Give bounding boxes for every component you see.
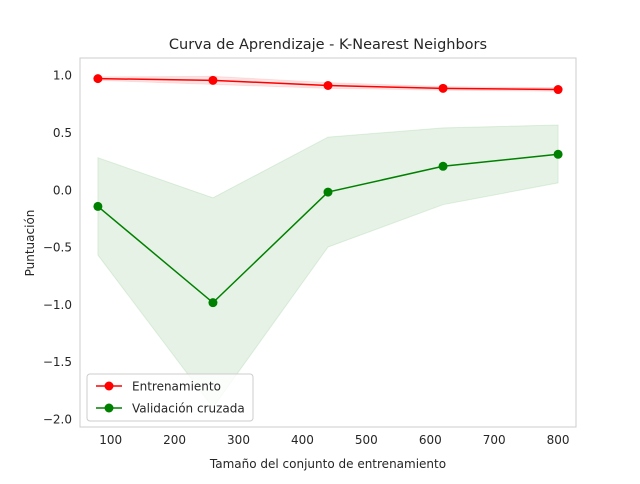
point-entrenamiento-800 (553, 85, 563, 95)
point-validacion-cruzada-440 (323, 187, 333, 197)
axes-frame (79, 57, 577, 428)
x-axis: 100 200 300 400 500 600 700 800 (99, 433, 569, 447)
point-entrenamiento-440 (323, 81, 333, 91)
point-validacion-cruzada-620 (438, 161, 448, 171)
band-validacion-cruzada (97, 124, 559, 409)
x-tick-label: 200 (163, 433, 186, 447)
legend-label-validacion: Validación cruzada (132, 402, 245, 416)
x-tick-label: 700 (483, 433, 506, 447)
point-entrenamiento-80 (93, 74, 103, 84)
y-tick-label: −2.0 (43, 412, 72, 426)
x-tick-label: 600 (419, 433, 442, 447)
point-validacion-cruzada-260 (208, 298, 218, 308)
legend-label-entrenamiento: Entrenamiento (132, 380, 221, 394)
legend-frame (86, 373, 254, 422)
y-axis-label: Puntuación (23, 210, 37, 277)
point-validacion-cruzada-800 (553, 149, 563, 159)
y-tick-label: −0.5 (43, 241, 72, 255)
legend: Entrenamiento Validación cruzada (86, 373, 254, 422)
x-tick-label: 300 (227, 433, 250, 447)
y-axis: 1.0 0.5 0.0 −0.5 −1.0 −1.5 −2.0 (43, 69, 72, 427)
y-tick-label: −1.5 (43, 355, 72, 369)
plot-area (93, 74, 563, 409)
plot-content (93, 74, 563, 409)
chart-title: Curva de Aprendizaje - K-Nearest Neighbo… (169, 37, 487, 53)
point-entrenamiento-620 (438, 83, 448, 93)
y-tick-label: 0.5 (53, 126, 72, 140)
y-tick-label: 0.0 (53, 183, 72, 197)
legend-marker-validacion (104, 403, 114, 413)
y-tick-label: 1.0 (53, 69, 72, 83)
y-tick-label: −1.0 (43, 298, 72, 312)
point-validacion-cruzada-80 (93, 201, 103, 211)
x-tick-label: 800 (547, 433, 570, 447)
x-tick-label: 400 (291, 433, 314, 447)
point-entrenamiento-260 (208, 75, 218, 85)
legend-marker-entrenamiento (104, 381, 114, 391)
x-tick-label: 500 (355, 433, 378, 447)
x-axis-label: Tamaño del conjunto de entrenamiento (209, 457, 446, 471)
x-tick-label: 100 (99, 433, 122, 447)
